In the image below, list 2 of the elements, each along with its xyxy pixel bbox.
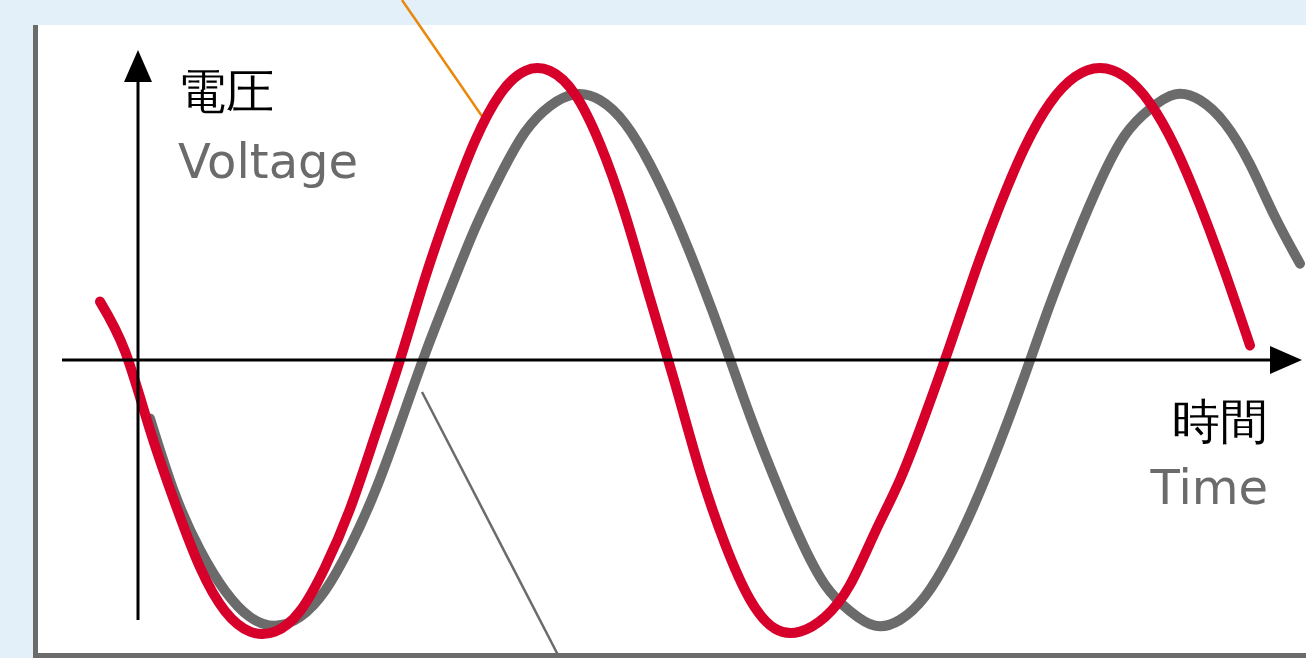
x-axis-title: 時間 Time	[1149, 393, 1268, 515]
y-axis-title: 電圧 Voltage	[178, 63, 359, 189]
